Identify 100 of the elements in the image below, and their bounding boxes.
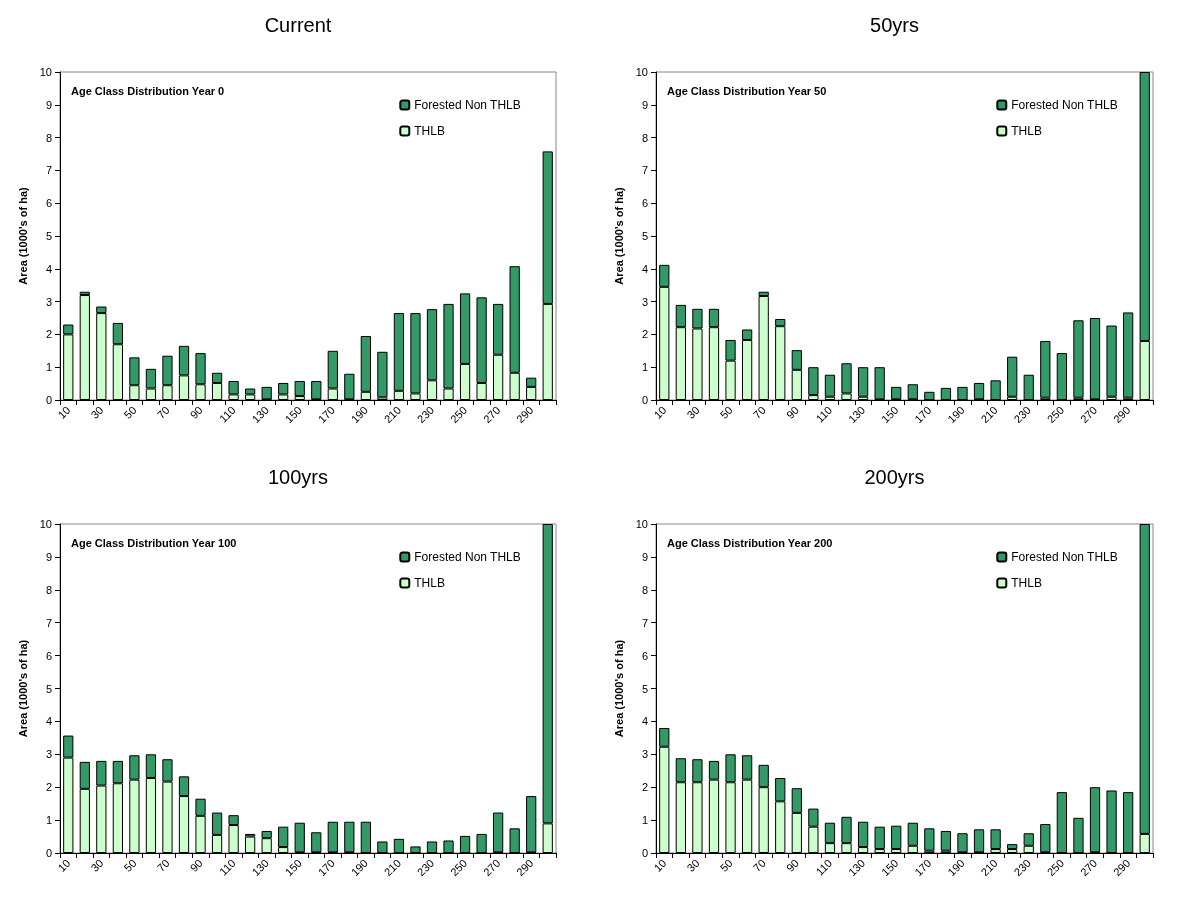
- x-tick-label: 250: [447, 403, 470, 426]
- y-tick-label: 6: [641, 197, 648, 210]
- x-tick-label: 70: [154, 403, 172, 421]
- x-tick-label: 210: [381, 856, 404, 879]
- y-tick-label: 4: [641, 715, 648, 728]
- bar: [1040, 340, 1051, 398]
- y-tick-label: 3: [45, 295, 52, 308]
- bar: [990, 829, 1001, 850]
- x-tick-label: 110: [216, 856, 238, 878]
- legend-label: THLB: [414, 576, 445, 590]
- x-tick-label: 150: [879, 856, 901, 879]
- bar: [1007, 844, 1018, 850]
- bar: [824, 374, 836, 397]
- y-tick-label: 10: [635, 518, 648, 530]
- y-tick-label: 1: [641, 814, 648, 827]
- y-tick-label: 6: [45, 197, 52, 210]
- x-tick-label: 270: [480, 856, 503, 879]
- x-tick-label: 150: [282, 856, 304, 879]
- y-tick-label: 6: [641, 649, 648, 662]
- bar: [426, 841, 438, 853]
- bar: [1106, 790, 1117, 853]
- x-tick-label: 70: [750, 856, 768, 874]
- legend-label: Forested Non THLB: [414, 98, 521, 112]
- y-tick-label: 3: [641, 748, 648, 761]
- x-tick-label: 50: [121, 856, 139, 874]
- legend-label: THLB: [414, 124, 445, 138]
- y-tick-label: 9: [641, 98, 648, 111]
- x-tick-label: 150: [879, 403, 901, 426]
- x-tick-label: 130: [249, 856, 271, 879]
- y-axis-title: Area (1000's of ha): [16, 186, 29, 285]
- x-tick-label: 70: [154, 856, 172, 874]
- y-axis-title: Area (1000's of ha): [612, 186, 625, 285]
- y-axis-title: Area (1000's of ha): [16, 639, 29, 738]
- x-tick-label: 90: [783, 403, 802, 421]
- bar: [808, 367, 819, 396]
- bar: [957, 386, 968, 400]
- bar: [443, 840, 454, 853]
- x-tick-label: 170: [912, 856, 934, 879]
- legend-label: THLB: [1011, 124, 1042, 138]
- bar: [1007, 356, 1018, 397]
- y-tick-label: 7: [45, 164, 52, 177]
- y-tick-label: 5: [45, 230, 52, 242]
- x-tick-label: 290: [514, 403, 536, 426]
- x-tick-label: 210: [978, 856, 1000, 879]
- y-tick-label: 3: [45, 748, 52, 761]
- y-tick-label: 1: [45, 361, 52, 374]
- y-tick-label: 8: [641, 583, 648, 596]
- y-tick-label: 5: [641, 230, 648, 242]
- y-tick-label: 2: [641, 328, 648, 341]
- x-tick-label: 290: [1110, 856, 1133, 879]
- x-tick-label: 270: [1077, 856, 1100, 879]
- x-tick-label: 90: [783, 856, 802, 874]
- legend-label: Forested Non THLB: [414, 550, 521, 564]
- y-axis-title: Area (1000's of ha): [612, 639, 625, 738]
- x-tick-label: 210: [978, 403, 1000, 426]
- x-tick-label: 30: [88, 403, 106, 421]
- x-tick-label: 30: [684, 856, 702, 874]
- x-tick-label: 90: [187, 856, 205, 874]
- bar: [891, 825, 902, 850]
- y-tick-label: 4: [45, 715, 52, 728]
- x-tick-label: 290: [1110, 403, 1133, 426]
- x-tick-label: 90: [187, 403, 205, 421]
- x-tick-label: 230: [1011, 403, 1033, 426]
- text: Age Class Distribution Year 200: [667, 536, 833, 549]
- y-tick-label: 4: [641, 262, 648, 275]
- y-tick-label: 9: [45, 550, 52, 563]
- x-tick-label: 190: [945, 403, 967, 426]
- x-tick-label: 110: [813, 856, 835, 878]
- bar: [1056, 353, 1068, 400]
- chart-title: 200yrs: [864, 466, 925, 488]
- x-tick-label: 190: [945, 856, 967, 879]
- bar: [857, 367, 869, 397]
- y-tick-label: 3: [641, 295, 648, 308]
- bar: [410, 846, 421, 853]
- x-tick-label: 130: [845, 856, 868, 879]
- x-tick-label: 150: [282, 403, 304, 426]
- text: Age Class Distribution Year 100: [71, 536, 237, 549]
- x-tick-label: 50: [717, 856, 735, 874]
- x-tick-label: 110: [216, 403, 238, 425]
- x-tick-label: 230: [414, 403, 437, 426]
- x-tick-label: 270: [1077, 403, 1100, 426]
- x-tick-label: 170: [315, 856, 338, 879]
- y-tick-label: 8: [45, 131, 52, 144]
- bar: [1123, 312, 1134, 398]
- bar: [940, 387, 952, 400]
- bar: [360, 821, 371, 853]
- x-tick-label: 230: [1011, 856, 1033, 879]
- y-tick-label: 7: [641, 164, 648, 177]
- x-tick-label: 30: [88, 856, 106, 874]
- x-tick-label: 70: [750, 403, 768, 421]
- bar: [377, 841, 388, 853]
- x-tick-label: 130: [249, 403, 271, 426]
- y-tick-label: 2: [641, 781, 648, 794]
- bar: [476, 833, 487, 853]
- bar: [1056, 792, 1068, 853]
- bar: [1106, 325, 1117, 397]
- x-tick-label: 190: [348, 403, 371, 426]
- y-tick-label: 7: [641, 616, 648, 629]
- bar: [459, 835, 471, 853]
- legend-label: THLB: [1011, 576, 1042, 590]
